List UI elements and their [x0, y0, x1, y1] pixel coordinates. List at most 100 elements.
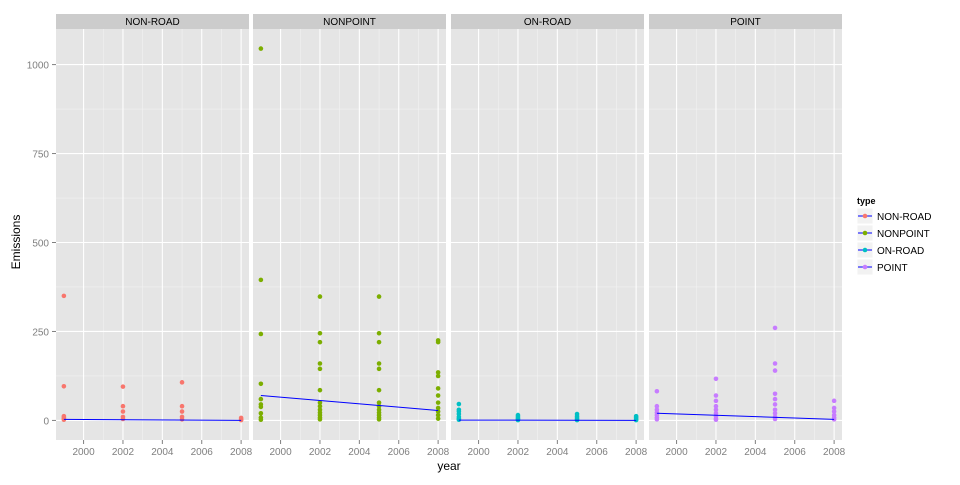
- y-tick-label: 250: [32, 327, 49, 338]
- data-point: [318, 294, 323, 299]
- data-point: [259, 278, 264, 283]
- data-point: [121, 409, 126, 414]
- legend-item: NONPOINT: [857, 225, 930, 241]
- data-point: [259, 381, 264, 386]
- data-point: [377, 367, 382, 372]
- legend-point: [863, 231, 868, 236]
- data-point: [377, 388, 382, 393]
- x-tick-label: 2008: [230, 447, 253, 458]
- data-point: [259, 405, 264, 410]
- data-point: [121, 384, 126, 389]
- y-tick-label: 500: [32, 239, 49, 250]
- data-point: [773, 326, 778, 331]
- data-point: [773, 361, 778, 366]
- x-tick-label: 2006: [191, 447, 214, 458]
- x-tick-label: 2006: [388, 447, 411, 458]
- data-point: [121, 404, 126, 409]
- facet-panels: NON-ROAD 2000 2002 2004 2006 2008 NONPOINT 2000…: [56, 14, 846, 458]
- legend-item: POINT: [857, 259, 908, 275]
- data-point: [436, 416, 441, 421]
- legend-label: POINT: [877, 263, 908, 274]
- y-tick-label: 750: [32, 150, 49, 161]
- x-tick-label: 2000: [467, 447, 490, 458]
- data-point: [318, 361, 323, 366]
- data-point: [436, 400, 441, 405]
- data-point: [655, 389, 660, 394]
- x-tick-label: 2004: [744, 447, 767, 458]
- data-point: [259, 46, 264, 51]
- x-tick-label: 2004: [348, 447, 371, 458]
- data-point: [457, 402, 462, 407]
- y-tick-label: 0: [43, 416, 49, 427]
- data-point: [377, 417, 382, 422]
- x-axis: 2000 2002 2004 2006 2008: [269, 440, 449, 458]
- data-point: [121, 417, 126, 422]
- x-tick-label: 2000: [72, 447, 95, 458]
- data-point: [259, 332, 264, 337]
- data-point: [318, 367, 323, 372]
- legend-point: [863, 265, 868, 270]
- y-axis: 0 250 500 750 1000: [27, 61, 56, 428]
- data-point: [436, 393, 441, 398]
- data-point: [259, 411, 264, 416]
- data-point: [655, 417, 660, 422]
- x-tick-label: 2008: [625, 447, 648, 458]
- legend-point: [863, 214, 868, 219]
- data-point: [714, 417, 719, 422]
- data-point: [714, 399, 719, 404]
- legend-label: ON-ROAD: [877, 246, 924, 257]
- x-tick-label: 2002: [309, 447, 332, 458]
- data-point: [318, 331, 323, 336]
- x-tick-label: 2006: [784, 447, 807, 458]
- x-tick-label: 2004: [151, 447, 174, 458]
- panel-background: [649, 29, 842, 440]
- data-point: [436, 374, 441, 379]
- x-tick-label: 2000: [665, 447, 688, 458]
- legend-item: NON-ROAD: [857, 208, 931, 224]
- x-tick-label: 2000: [269, 447, 292, 458]
- data-point: [773, 397, 778, 402]
- data-point: [832, 399, 837, 404]
- legend-item: ON-ROAD: [857, 242, 924, 258]
- data-point: [436, 340, 441, 345]
- facet-strip-label: NONPOINT: [323, 17, 376, 28]
- data-point: [62, 294, 67, 299]
- data-point: [773, 402, 778, 407]
- data-point: [180, 380, 185, 385]
- data-point: [318, 388, 323, 393]
- x-tick-label: 2008: [427, 447, 450, 458]
- x-tick-label: 2004: [546, 447, 569, 458]
- panel-background: [56, 29, 249, 440]
- data-point: [318, 417, 323, 422]
- facet-strip-label: POINT: [730, 17, 761, 28]
- legend-label: NONPOINT: [877, 229, 930, 240]
- data-point: [773, 368, 778, 373]
- panel-background: [451, 29, 644, 440]
- x-tick-label: 2002: [705, 447, 728, 458]
- facet-strip-label: NON-ROAD: [125, 17, 179, 28]
- data-point: [318, 340, 323, 345]
- data-point: [180, 417, 185, 422]
- data-point: [436, 386, 441, 391]
- data-point: [259, 417, 264, 422]
- data-point: [714, 376, 719, 381]
- legend-label: NON-ROAD: [877, 212, 931, 223]
- legend-point: [863, 248, 868, 253]
- data-point: [773, 391, 778, 396]
- y-axis-label: Emissions: [9, 215, 23, 270]
- y-tick-label: 1000: [27, 61, 50, 72]
- panel-background: [253, 29, 446, 440]
- data-point: [180, 404, 185, 409]
- x-tick-label: 2006: [586, 447, 609, 458]
- data-point: [62, 384, 67, 389]
- data-point: [377, 340, 382, 345]
- data-point: [180, 409, 185, 414]
